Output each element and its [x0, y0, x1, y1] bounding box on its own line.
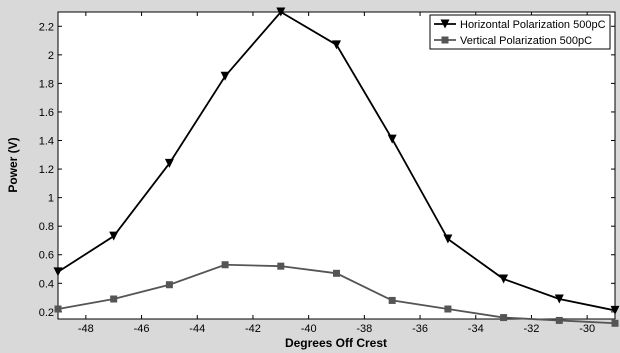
data-point [164, 158, 174, 168]
y-tick-label: 0.4 [39, 278, 54, 290]
legend-item: Horizontal Polarization 500pC [434, 19, 606, 31]
data-point [499, 274, 509, 284]
y-tick-label: 0.6 [39, 250, 54, 262]
data-point [610, 305, 620, 315]
x-tick-label: -38 [356, 323, 372, 335]
y-tick-label: 0.8 [39, 221, 54, 233]
data-point [555, 316, 563, 324]
legend-label: Vertical Polarization 500pC [460, 35, 592, 47]
x-tick-label: -42 [245, 323, 261, 335]
y-axis-ticks: 0.2 0.4 0.6 0.8 1 1.2 1.4 1.6 1.8 2 2.2 [39, 21, 615, 319]
y-axis-label: Power (V) [6, 137, 20, 192]
data-point [109, 231, 119, 241]
data-point [500, 314, 508, 322]
x-tick-label: -30 [579, 323, 595, 335]
y-tick-label: 2 [48, 50, 54, 62]
series-layer [53, 7, 620, 327]
y-tick-label: 0.2 [39, 307, 54, 319]
x-tick-label: -46 [134, 323, 150, 335]
data-point [53, 267, 63, 277]
data-point [333, 269, 340, 277]
y-tick-label: 1 [48, 193, 54, 205]
x-tick-label: -36 [412, 323, 428, 335]
x-tick-label: -32 [523, 323, 539, 335]
data-point [443, 234, 453, 244]
y-tick-label: 1.4 [39, 136, 54, 148]
x-tick-label: -44 [189, 323, 205, 335]
data-point [276, 7, 286, 17]
data-point [54, 305, 62, 313]
y-tick-label: 1.8 [39, 78, 54, 90]
x-axis-ticks: -48 -46 -44 -42 -40 -38 -36 -34 -32 -30 [78, 12, 595, 335]
data-point [277, 262, 285, 270]
data-point [332, 40, 341, 50]
legend-box [429, 14, 611, 50]
x-tick-label: -48 [78, 323, 94, 335]
series-1 [53, 7, 620, 315]
y-tick-label: 1.6 [39, 107, 54, 119]
x-axis-label: Degrees Off Crest [285, 336, 387, 350]
data-point [444, 305, 452, 313]
data-point [554, 294, 564, 304]
legend-marker [440, 19, 450, 29]
data-point [165, 281, 173, 289]
data-point [388, 296, 396, 304]
data-point [221, 261, 229, 269]
data-point [387, 134, 397, 144]
data-point [611, 319, 619, 327]
y-tick-label: 2.2 [39, 21, 54, 33]
series-2 [54, 261, 619, 327]
data-point [110, 295, 118, 303]
legend-marker [441, 36, 449, 44]
legend: Horizontal Polarization 500pC Vertical Po… [429, 14, 611, 50]
x-tick-label: -40 [301, 323, 317, 335]
legend-item: Vertical Polarization 500pC [434, 35, 592, 47]
y-tick-label: 1.2 [39, 164, 54, 176]
data-point [220, 71, 230, 81]
x-tick-label: -34 [468, 323, 484, 335]
plot-area [57, 11, 616, 320]
legend-label: Horizontal Polarization 500pC [460, 19, 606, 31]
